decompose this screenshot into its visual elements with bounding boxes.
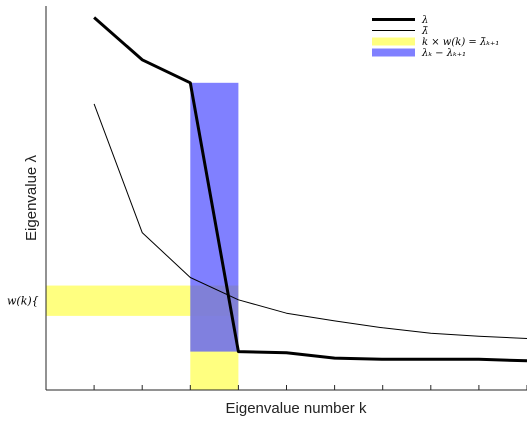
legend-label-0: λ (421, 15, 428, 26)
series-line-0 (93, 16, 527, 363)
legend-label-1: λ̄ (421, 26, 428, 37)
highlight-layer (46, 82, 239, 390)
legend: λλ̄k × w(k) = λ̄ₖ₊₁λₖ − λₖ₊₁ (368, 12, 520, 60)
legend-label-3: λₖ − λₖ₊₁ (421, 48, 466, 59)
series-layer (93, 16, 527, 363)
legend-swatch-2 (372, 37, 415, 46)
wk-annotation: w(k){ (7, 295, 39, 308)
legend-label-2: k × w(k) = λ̄ₖ₊₁ (422, 37, 499, 48)
x-axis-title: Eigenvalue number k (226, 400, 367, 417)
axes-layer (45, 6, 527, 391)
y-axis-title: Eigenvalue λ (23, 155, 40, 241)
series-line-1 (93, 103, 527, 339)
x-ticks (93, 385, 527, 390)
legend-swatch-3 (372, 48, 415, 57)
